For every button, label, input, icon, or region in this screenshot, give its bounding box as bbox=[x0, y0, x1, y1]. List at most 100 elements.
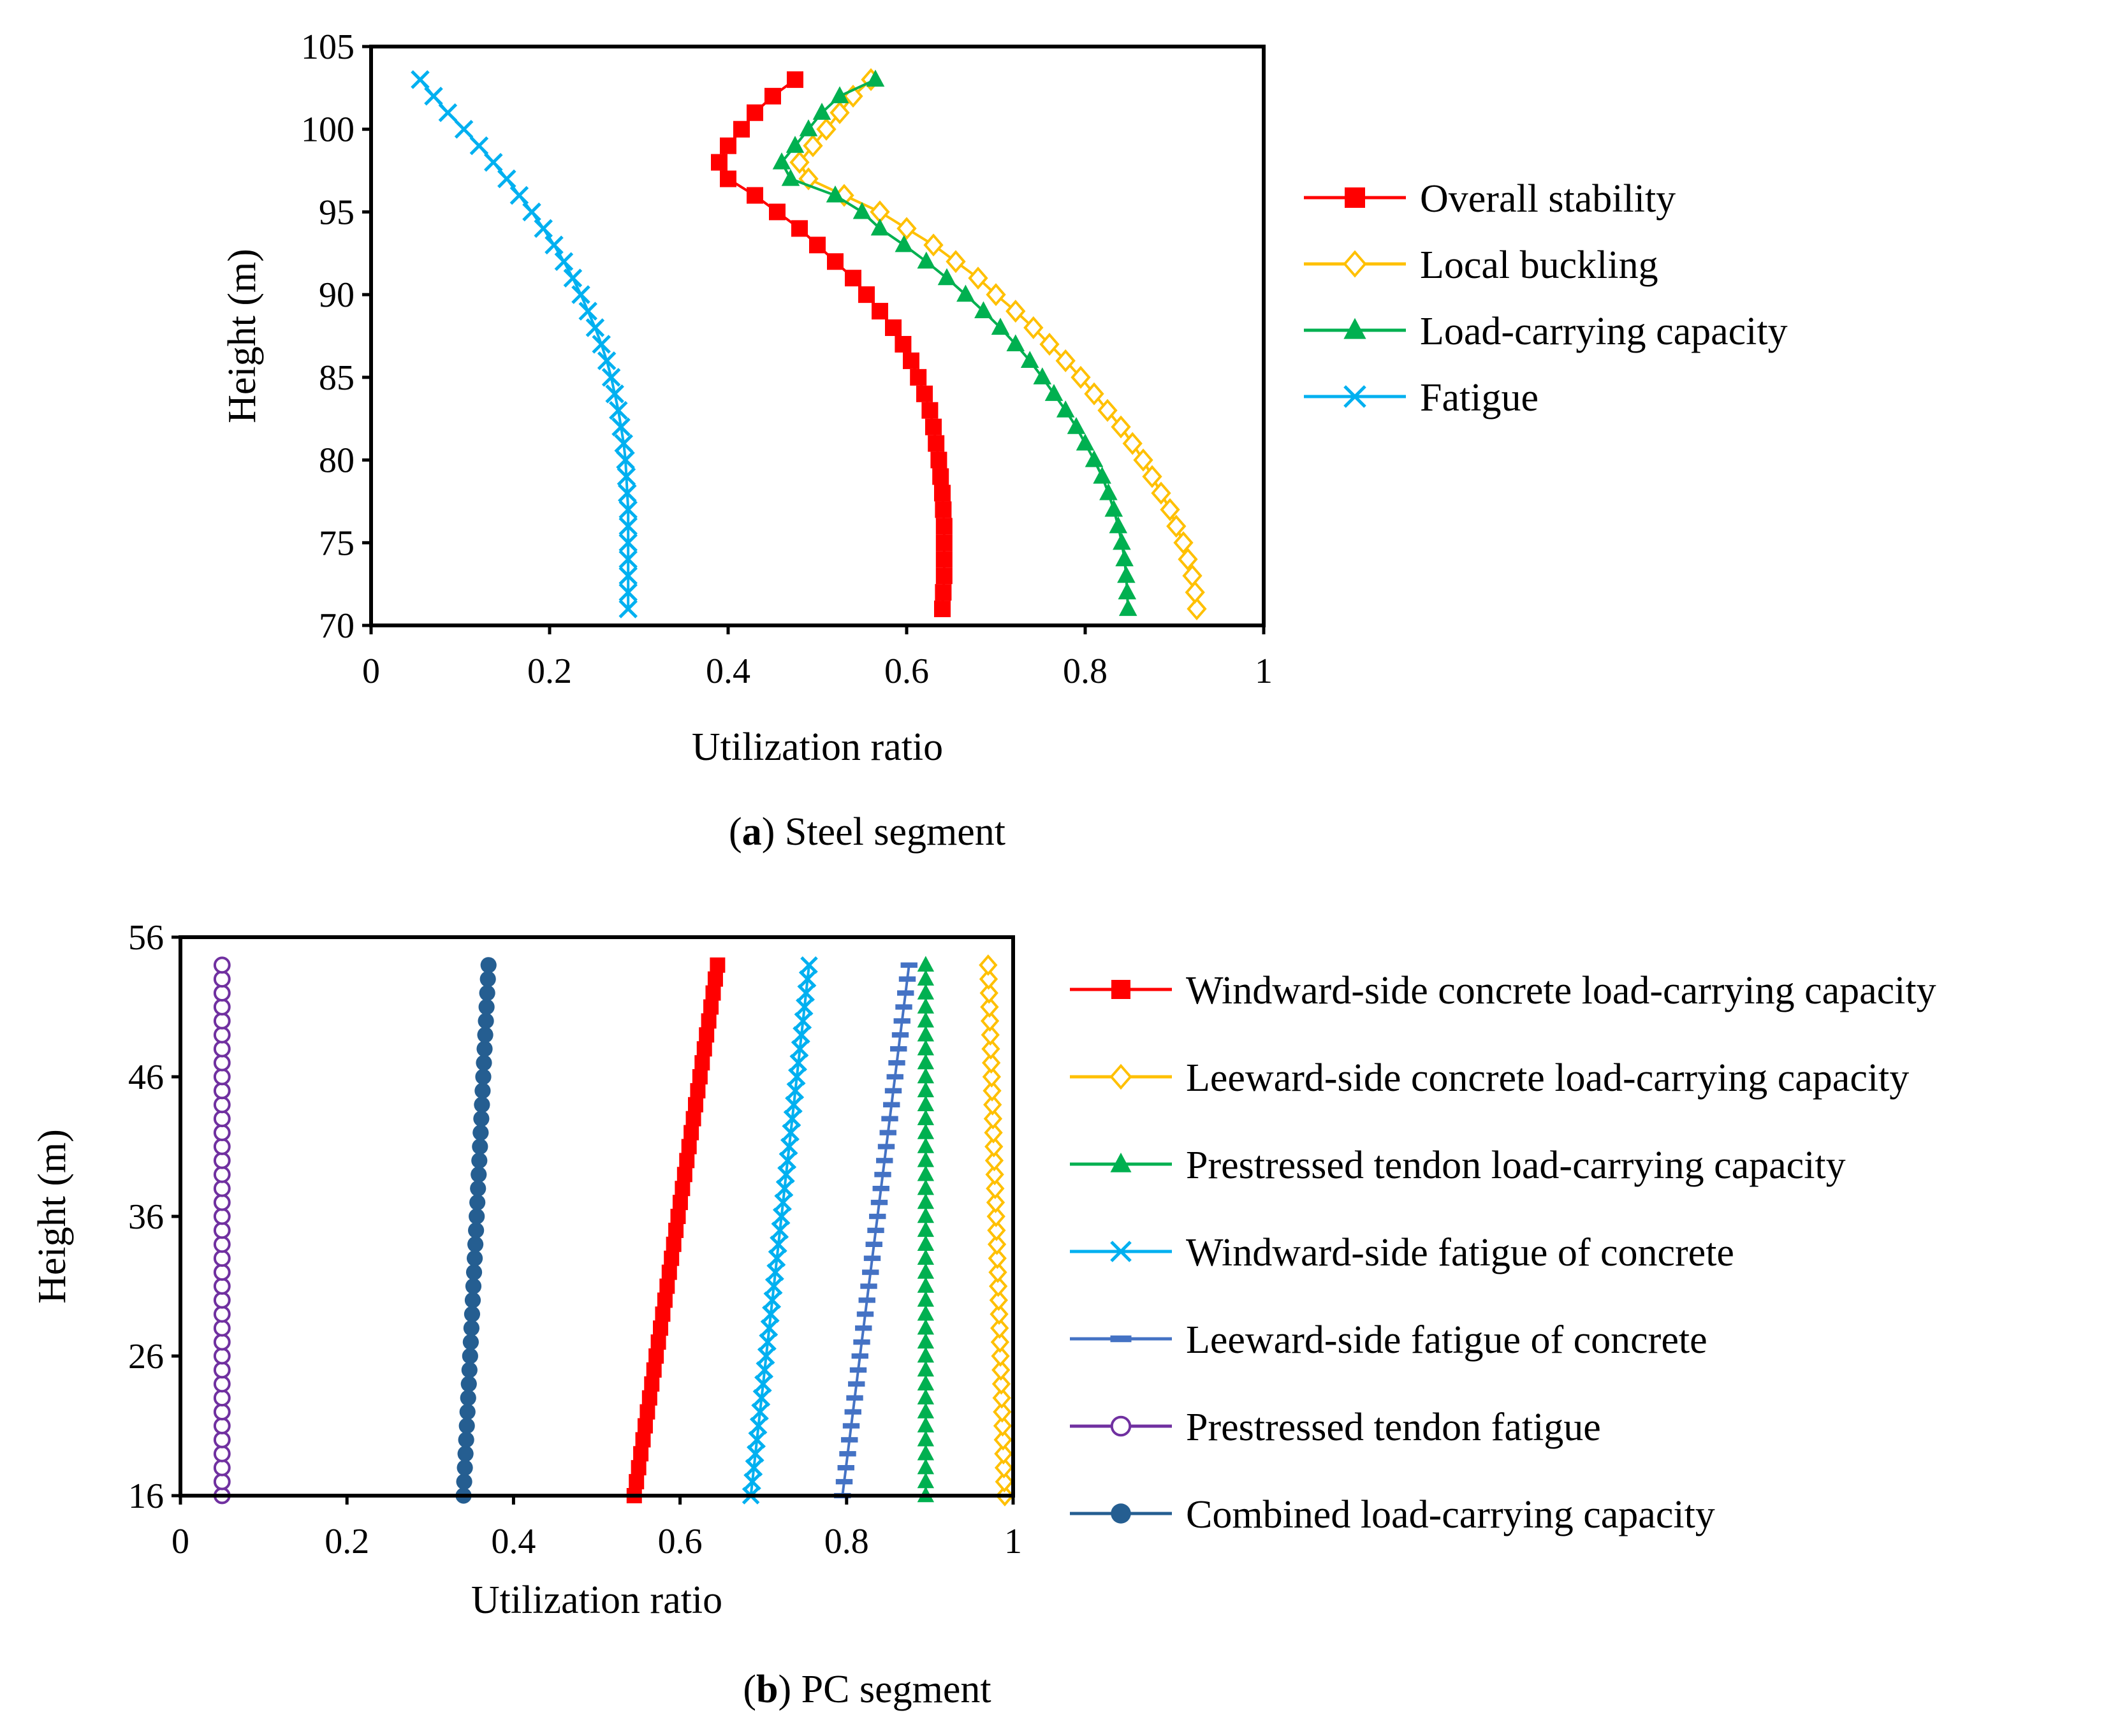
data-point bbox=[841, 1437, 858, 1443]
x-axis-label-pc: Utilization ratio bbox=[471, 1579, 722, 1622]
data-point bbox=[696, 1041, 712, 1057]
series-leeward-side-fatigue-of-concrete bbox=[834, 962, 917, 1499]
data-point bbox=[213, 1110, 231, 1128]
data-point bbox=[782, 1123, 800, 1142]
data-point bbox=[213, 998, 231, 1016]
legend-label: Combined load-carrying capacity bbox=[1186, 1493, 1715, 1536]
data-point bbox=[747, 1445, 764, 1463]
data-point bbox=[748, 1431, 766, 1449]
data-point bbox=[462, 1348, 478, 1364]
data-point bbox=[618, 516, 638, 536]
data-point bbox=[917, 1431, 935, 1447]
legend-item-windward-side-fatigue-of-concrete: Windward-side fatigue of concrete bbox=[1070, 1231, 1734, 1274]
data-point bbox=[469, 1208, 485, 1225]
data-point bbox=[917, 1235, 935, 1251]
x-tick-label: 0 bbox=[362, 652, 380, 691]
data-point bbox=[749, 1417, 768, 1435]
data-point bbox=[895, 335, 912, 353]
data-point bbox=[684, 1125, 699, 1141]
data-point bbox=[411, 70, 430, 89]
series-line bbox=[780, 78, 1130, 609]
data-point bbox=[464, 1292, 481, 1308]
data-point bbox=[835, 1478, 853, 1485]
data-point bbox=[676, 1167, 692, 1183]
data-point bbox=[644, 1376, 660, 1392]
data-point bbox=[858, 286, 875, 303]
data-point bbox=[213, 1445, 231, 1462]
data-point bbox=[213, 1012, 231, 1030]
data-point bbox=[917, 1458, 935, 1475]
data-point bbox=[983, 1080, 1002, 1102]
data-point bbox=[777, 1165, 795, 1184]
data-point bbox=[981, 1024, 1000, 1046]
data-point bbox=[471, 1166, 487, 1183]
data-point bbox=[1133, 448, 1153, 472]
data-point bbox=[848, 1381, 865, 1387]
data-point bbox=[675, 1181, 691, 1197]
legend-label: Load-carrying capacity bbox=[1420, 310, 1788, 353]
data-point bbox=[213, 1292, 231, 1309]
data-point bbox=[213, 1431, 231, 1448]
data-point bbox=[783, 1109, 801, 1128]
data-point bbox=[657, 1292, 673, 1308]
data-point bbox=[994, 1457, 1014, 1479]
data-point bbox=[679, 1153, 695, 1169]
data-point bbox=[870, 1199, 888, 1206]
data-point bbox=[754, 1375, 772, 1393]
data-point bbox=[917, 1221, 935, 1237]
data-point bbox=[720, 170, 736, 187]
data-point bbox=[469, 1194, 486, 1211]
data-point bbox=[991, 1373, 1011, 1395]
data-point bbox=[751, 1403, 769, 1421]
data-point bbox=[655, 1306, 671, 1322]
data-point bbox=[982, 1066, 1001, 1088]
data-point bbox=[1084, 382, 1104, 405]
data-point bbox=[633, 1446, 649, 1462]
data-point bbox=[458, 1417, 475, 1434]
data-point bbox=[479, 971, 496, 988]
data-point bbox=[946, 250, 966, 274]
data-point bbox=[456, 1473, 472, 1490]
data-point bbox=[771, 1222, 789, 1239]
data-point bbox=[872, 1186, 889, 1192]
data-point bbox=[213, 1165, 231, 1183]
data-point bbox=[703, 999, 719, 1015]
data-point bbox=[917, 1332, 935, 1349]
data-point bbox=[917, 1165, 935, 1181]
data-point bbox=[747, 104, 763, 121]
data-point bbox=[664, 1250, 680, 1266]
data-point bbox=[474, 1097, 490, 1113]
data-point bbox=[1099, 483, 1118, 500]
data-point bbox=[798, 970, 817, 988]
data-point bbox=[768, 1249, 786, 1267]
data-point bbox=[886, 1074, 903, 1080]
x-tick-label: 0.6 bbox=[658, 1522, 703, 1561]
data-point bbox=[900, 962, 917, 968]
data-point bbox=[597, 351, 617, 370]
data-point bbox=[213, 1054, 231, 1072]
data-point bbox=[213, 1361, 231, 1379]
data-point bbox=[720, 137, 736, 154]
legend-item-prestressed-tendon-fatigue: Prestressed tendon fatigue bbox=[1070, 1406, 1601, 1449]
data-point bbox=[993, 1401, 1012, 1423]
data-point bbox=[917, 1318, 935, 1335]
data-point bbox=[601, 368, 621, 387]
data-point bbox=[213, 1236, 231, 1253]
data-point bbox=[991, 317, 1010, 335]
data-point bbox=[618, 550, 638, 569]
legend-item-leeward-side-concrete-load-carrying-capacity: Leeward-side concrete load-carrying capa… bbox=[1070, 1056, 1909, 1100]
data-point bbox=[1111, 415, 1131, 439]
data-point bbox=[1109, 516, 1128, 534]
x-tick-label: 1 bbox=[1004, 1522, 1022, 1561]
data-point bbox=[1006, 334, 1025, 352]
data-point bbox=[213, 1375, 231, 1393]
data-point bbox=[876, 1158, 893, 1163]
data-point bbox=[865, 1241, 882, 1247]
data-point bbox=[934, 485, 951, 502]
data-point bbox=[618, 599, 638, 618]
x-axis-label-steel: Utilization ratio bbox=[692, 726, 943, 769]
data-point bbox=[837, 1465, 854, 1471]
data-point bbox=[670, 1209, 686, 1224]
data-point bbox=[879, 1130, 896, 1135]
data-point bbox=[466, 1250, 483, 1267]
